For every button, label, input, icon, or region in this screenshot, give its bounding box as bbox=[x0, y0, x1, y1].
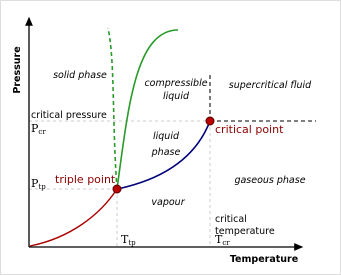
symbol-sub: tp bbox=[128, 239, 136, 247]
region-label: vapour bbox=[151, 197, 185, 208]
symbol: Ptp bbox=[31, 177, 46, 191]
point-label: triple point bbox=[55, 173, 116, 186]
point-label: critical point bbox=[215, 123, 284, 136]
sublimation-curve bbox=[29, 188, 118, 247]
symbol: Tcr bbox=[215, 233, 230, 247]
melting-curve bbox=[116, 29, 179, 190]
symbol: Pcr bbox=[31, 122, 46, 136]
vaporization-curve bbox=[116, 120, 211, 190]
region-label: phase bbox=[151, 147, 181, 158]
symbol: Ttp bbox=[121, 233, 136, 247]
symbol-main: T bbox=[215, 233, 223, 246]
symbol-main: T bbox=[121, 233, 129, 246]
region-label: compressible bbox=[144, 78, 207, 89]
symbol-sub: tp bbox=[38, 183, 46, 191]
x-axis-label: Temperature bbox=[230, 254, 298, 265]
triple-point bbox=[112, 184, 122, 194]
critical-point bbox=[205, 116, 215, 126]
symbol-sub: cr bbox=[38, 128, 46, 136]
symbol-main: P bbox=[31, 122, 39, 135]
region-label: solid phase bbox=[53, 70, 107, 81]
axis-note: critical bbox=[215, 214, 247, 225]
region-label: supercritical fluid bbox=[229, 80, 312, 91]
critical-lines bbox=[209, 72, 316, 122]
y-axis-label: Pressure bbox=[12, 46, 23, 93]
region-label: gaseous phase bbox=[234, 175, 305, 186]
anomalous-melting-curve bbox=[107, 27, 118, 190]
symbol-main: P bbox=[31, 177, 39, 190]
axis-note: critical pressure bbox=[31, 110, 107, 121]
axis-note: temperature bbox=[215, 226, 275, 237]
symbol-sub: cr bbox=[222, 239, 230, 247]
region-label: liquid bbox=[163, 91, 190, 102]
region-label: liquid bbox=[153, 131, 180, 142]
guides bbox=[29, 120, 211, 247]
